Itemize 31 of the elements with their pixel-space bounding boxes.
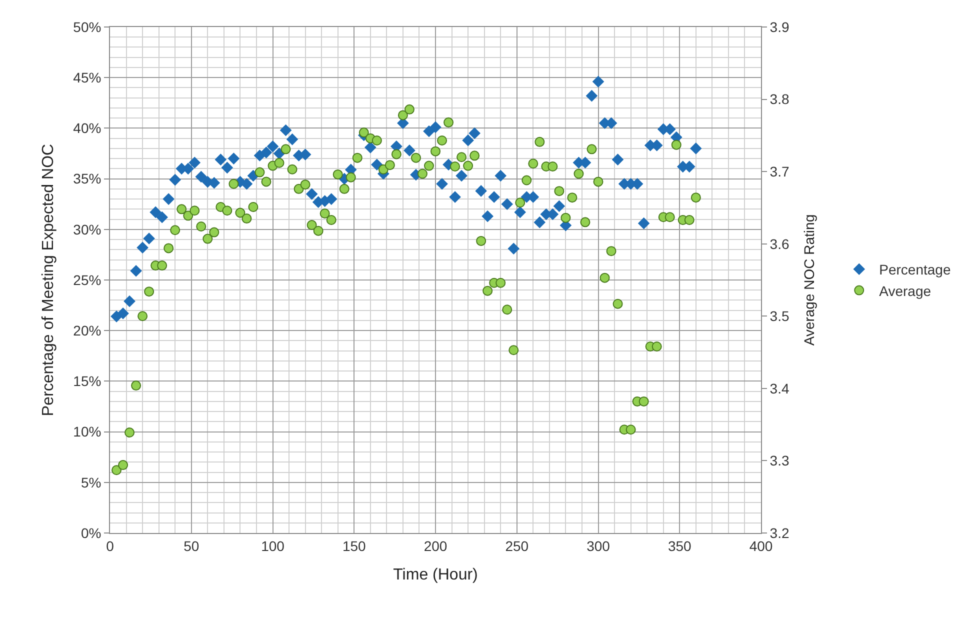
y-tick-label: 25%: [73, 272, 102, 288]
x-tick-label: 150: [342, 538, 366, 554]
y-tick-label: 15%: [73, 373, 102, 390]
y-tick-label: 45%: [73, 70, 102, 86]
y-tick-label: 20%: [73, 322, 102, 338]
y2-tick-label: 3.8: [770, 91, 790, 108]
y2-axis-title: Average NOC Rating: [800, 214, 817, 346]
y2-tick-label: 3.4: [770, 380, 790, 396]
legend-label: Average: [879, 282, 932, 299]
x-tick-label: 350: [668, 538, 692, 554]
x-tick-label: 0: [106, 538, 114, 554]
y-tick-label: 35%: [73, 170, 102, 187]
y-tick-label: 0%: [80, 524, 102, 541]
y-tick-label: 40%: [73, 120, 102, 136]
y-tick-label: 10%: [73, 424, 102, 440]
y-tick-label: 5%: [80, 474, 102, 490]
x-tick-label: 200: [424, 538, 448, 554]
y2-tick-label: 3.3: [770, 452, 790, 469]
x-axis-title: Time (Hour): [393, 566, 478, 584]
x-tick-label: 50: [184, 538, 200, 554]
y-axis-title: Percentage of Meeting Expected NOC: [40, 144, 58, 416]
x-tick-label: 300: [586, 538, 610, 554]
x-tick-label: 250: [505, 538, 529, 554]
y2-tick-label: 3.5: [770, 308, 790, 324]
y2-tick-label: 3.6: [770, 236, 790, 252]
y2-tick-label: 3.7: [770, 163, 790, 180]
legend-label: Percentage: [879, 262, 951, 278]
x-tick-label: 100: [261, 538, 285, 554]
y2-tick-label: 3.9: [770, 18, 790, 35]
y-tick-label: 50%: [73, 18, 102, 35]
y-tick-label: 30%: [73, 221, 102, 238]
